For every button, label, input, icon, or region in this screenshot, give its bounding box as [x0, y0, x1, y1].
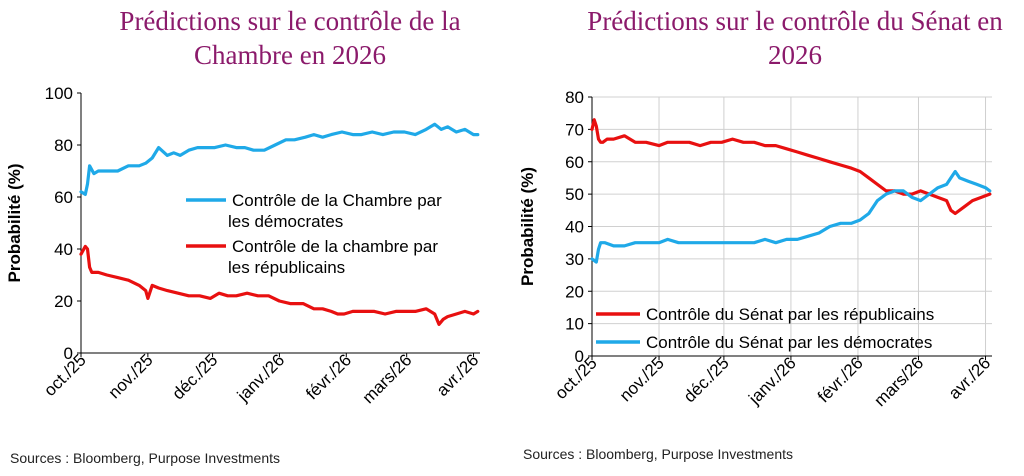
house-chart-title: Prédictions sur le contrôle de la Chambr…: [119, 6, 461, 70]
y-tick-label: 30: [565, 250, 584, 269]
series-line-1: [79, 122, 480, 196]
x-tick-label: janv./26: [744, 353, 799, 408]
y-tick-label: 70: [565, 120, 584, 139]
y-tick-label: 0: [575, 347, 584, 366]
y-axis-label: Probabilité (%): [5, 163, 24, 282]
series-line-1: [590, 118, 992, 216]
y-tick-label: 80: [54, 136, 73, 155]
legend-label-1: Contrôle de la Chambre par les démocrates: [228, 191, 442, 231]
legend-label-2: Contrôle de la chambre par les républicai…: [228, 237, 438, 277]
x-tick-label: févr./26: [814, 353, 867, 406]
y-tick-label: 10: [565, 315, 584, 334]
source-note-left: Sources : Bloomberg, Purpose Investments: [10, 450, 281, 466]
y-axis-label: Probabilité (%): [518, 167, 537, 286]
y-tick-label: 80: [565, 88, 584, 107]
y-tick-label: 20: [565, 282, 584, 301]
x-tick-label: mars/26: [870, 353, 927, 410]
legend-label-2: Contrôle du Sénat par les démocrates: [646, 333, 932, 352]
y-tick-label: 40: [565, 218, 584, 237]
y-tick-label: 20: [54, 292, 73, 311]
source-note-right: Sources : Bloomberg, Purpose Investments: [523, 446, 794, 462]
y-tick-label: 100: [45, 84, 73, 103]
series-line-2: [590, 169, 992, 264]
series-line-2: [79, 244, 480, 326]
y-tick-label: 60: [565, 153, 584, 172]
senate-chart-title: Prédictions sur le contrôle du Sénat en …: [587, 6, 1003, 70]
y-tick-label: 60: [54, 188, 73, 207]
legend-label-1: Contrôle du Sénat par les républicains: [646, 305, 934, 324]
y-tick-label: 50: [565, 185, 584, 204]
x-tick-label: déc./25: [680, 353, 733, 406]
y-tick-label: 0: [64, 344, 73, 363]
y-tick-label: 40: [54, 240, 73, 259]
x-tick-label: avr./26: [945, 353, 995, 403]
x-tick-label: nov./25: [616, 353, 668, 405]
